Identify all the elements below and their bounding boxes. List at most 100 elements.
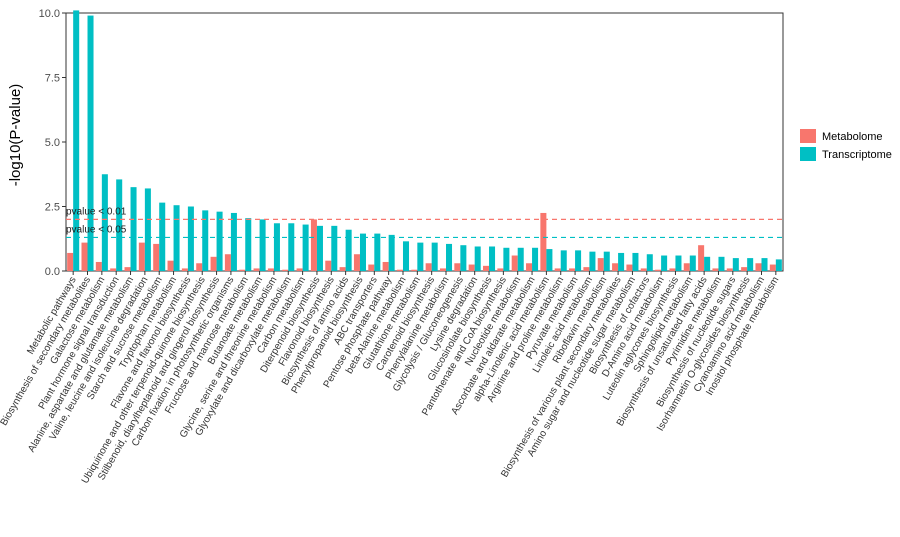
bar-metabolome-25 <box>425 263 432 271</box>
bar-metabolome-24 <box>411 269 418 271</box>
bar-metabolome-22 <box>382 261 389 271</box>
bar-metabolome-33 <box>540 212 547 271</box>
bar-transcriptome-8 <box>187 206 194 271</box>
bar-transcriptome-13 <box>259 219 266 271</box>
bar-metabolome-31 <box>511 255 518 271</box>
bar-metabolome-9 <box>196 263 203 271</box>
bar-metabolome-49 <box>769 264 776 271</box>
bar-transcriptome-3 <box>116 179 123 271</box>
y-tick-label-2: 5.0 <box>45 137 60 149</box>
bar-transcriptome-1 <box>87 15 94 271</box>
y-tick-label-4: 10.0 <box>39 8 60 20</box>
legend-label-transcriptome: Transcriptome <box>822 149 892 161</box>
bar-metabolome-37 <box>597 258 604 271</box>
bar-metabolome-26 <box>439 268 447 271</box>
bar-metabolome-13 <box>253 268 260 271</box>
bar-transcriptome-14 <box>273 223 280 271</box>
bar-transcriptome-27 <box>460 245 467 271</box>
bar-metabolome-43 <box>683 263 690 271</box>
bar-transcriptome-20 <box>359 233 366 271</box>
bar-metabolome-11 <box>224 254 231 271</box>
bar-metabolome-41 <box>655 269 662 271</box>
bar-transcriptome-42 <box>675 255 682 271</box>
legend-label-metabolome: Metabolome <box>822 131 883 143</box>
bar-transcriptome-32 <box>532 247 539 271</box>
bar-metabolome-21 <box>368 264 375 271</box>
bar-transcriptome-17 <box>316 225 323 271</box>
bar-metabolome-32 <box>526 263 533 271</box>
bar-metabolome-30 <box>497 268 504 271</box>
bar-metabolome-39 <box>626 264 633 271</box>
bar-metabolome-19 <box>339 267 346 271</box>
bar-transcriptome-11 <box>230 212 237 271</box>
bar-transcriptome-28 <box>474 246 481 271</box>
bar-transcriptome-30 <box>503 247 510 271</box>
bar-metabolome-3 <box>110 268 117 271</box>
bar-transcriptome-35 <box>575 250 582 271</box>
bar-metabolome-46 <box>726 268 733 271</box>
bar-transcriptome-29 <box>489 246 496 271</box>
bar-metabolome-18 <box>325 260 332 271</box>
bar-transcriptome-18 <box>331 225 338 271</box>
bar-metabolome-42 <box>669 268 676 271</box>
bar-metabolome-4 <box>124 267 131 271</box>
bar-transcriptome-47 <box>747 258 754 271</box>
bar-transcriptome-26 <box>446 243 453 271</box>
bar-transcriptome-9 <box>202 210 209 271</box>
bar-transcriptome-34 <box>560 250 567 271</box>
bar-metabolome-20 <box>353 254 360 271</box>
bar-metabolome-6 <box>153 243 160 271</box>
bar-metabolome-44 <box>698 245 705 271</box>
legend-swatch-metabolome <box>800 129 816 143</box>
bar-transcriptome-25 <box>431 242 438 271</box>
plot-area <box>65 12 784 272</box>
bar-metabolome-34 <box>554 268 561 271</box>
threshold-label-1: pvalue < 0.05 <box>66 224 127 235</box>
bar-metabolome-1 <box>81 242 88 271</box>
bar-transcriptome-22 <box>388 234 395 271</box>
bar-metabolome-8 <box>181 268 188 271</box>
bar-metabolome-17 <box>310 219 317 271</box>
bar-transcriptome-0 <box>73 10 80 271</box>
bar-metabolome-29 <box>483 265 490 271</box>
bar-metabolome-23 <box>396 269 403 271</box>
bar-metabolome-0 <box>67 252 74 271</box>
bar-transcriptome-16 <box>302 224 309 271</box>
bar-transcriptome-41 <box>661 255 668 271</box>
bar-transcriptome-44 <box>704 256 711 271</box>
y-tick-label-0: 0.0 <box>45 266 60 278</box>
bar-transcriptome-37 <box>603 251 610 271</box>
bar-transcriptome-45 <box>718 256 725 271</box>
bar-metabolome-2 <box>95 261 102 271</box>
bar-transcriptome-23 <box>402 241 410 271</box>
bar-transcriptome-49 <box>775 259 782 271</box>
bar-transcriptome-12 <box>245 218 252 271</box>
bar-metabolome-12 <box>239 269 246 271</box>
legend-swatch-transcriptome <box>800 147 816 161</box>
y-axis: 0.0 2.5 5.0 7.5 10.0 <box>39 8 66 278</box>
bar-metabolome-38 <box>612 263 619 271</box>
bar-transcriptome-5 <box>144 188 151 271</box>
bar-metabolome-35 <box>569 268 576 271</box>
bar-metabolome-47 <box>741 267 748 271</box>
bar-metabolome-10 <box>210 256 217 271</box>
bar-transcriptome-15 <box>288 223 295 271</box>
bar-transcriptome-46 <box>732 258 739 271</box>
bar-metabolome-48 <box>755 263 762 271</box>
bar-metabolome-45 <box>712 268 719 271</box>
bar-transcriptome-40 <box>646 254 653 271</box>
bar-transcriptome-36 <box>589 251 596 271</box>
bar-metabolome-40 <box>640 268 647 271</box>
bar-metabolome-28 <box>468 264 475 271</box>
bar-metabolome-36 <box>583 267 590 271</box>
bar-transcriptome-7 <box>173 205 180 271</box>
bar-transcriptome-21 <box>374 233 381 271</box>
bar-metabolome-7 <box>167 260 174 271</box>
threshold-lines: pvalue < 0.01 pvalue < 0.05 <box>66 206 783 239</box>
bar-transcriptome-10 <box>216 211 223 271</box>
bar-transcriptome-39 <box>632 252 639 271</box>
bar-metabolome-16 <box>296 268 303 271</box>
bar-transcriptome-38 <box>618 252 625 271</box>
plot-panel <box>65 12 784 272</box>
